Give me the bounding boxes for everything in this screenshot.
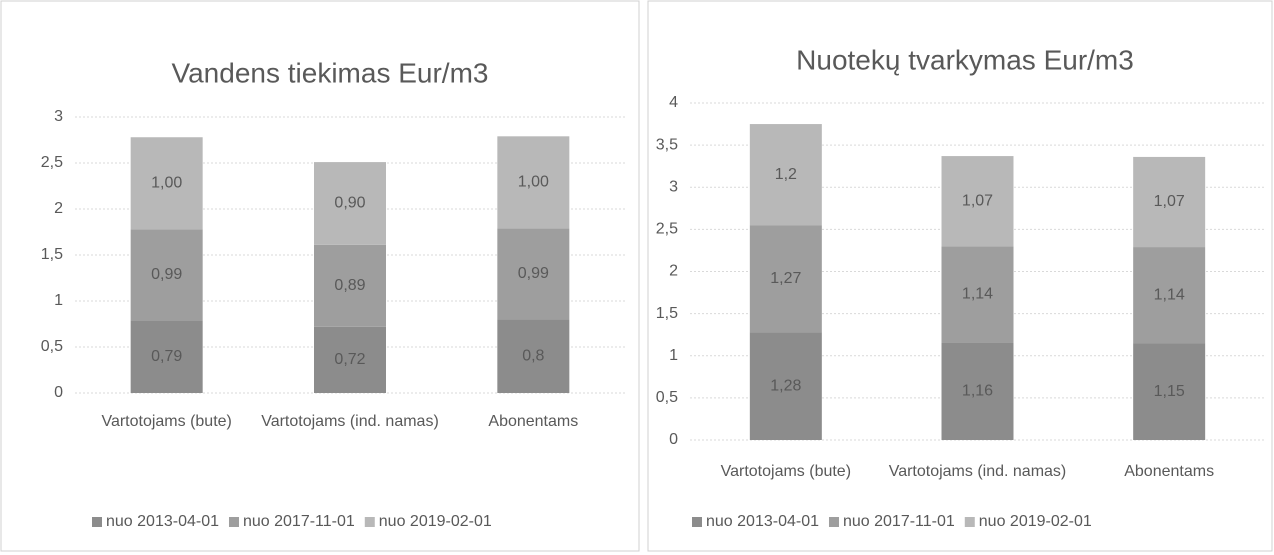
y-tick-label: 3,5 <box>656 136 678 153</box>
legend-swatch <box>92 517 102 527</box>
data-label: 1,16 <box>962 382 993 399</box>
legend-label: nuo 2019-02-01 <box>979 513 1092 530</box>
legend-label: nuo 2017-11-01 <box>843 513 955 530</box>
bar-segment <box>130 137 203 230</box>
bar-segment <box>314 326 386 393</box>
y-tick-label: 1,5 <box>656 305 678 322</box>
y-tick-label: 0 <box>54 384 63 401</box>
data-label: 0,90 <box>334 195 365 212</box>
y-tick-label: 2,5 <box>41 154 63 171</box>
bar-segment <box>749 124 822 226</box>
y-tick-label: 2 <box>669 263 678 280</box>
data-label: 1,27 <box>770 270 801 287</box>
bar-segment <box>130 229 203 321</box>
data-label: 1,15 <box>1154 383 1185 400</box>
y-tick-label: 1 <box>54 292 63 309</box>
y-tick-label: 0 <box>669 431 678 448</box>
bar-segment <box>749 332 822 440</box>
data-label: 0,89 <box>334 277 365 294</box>
legend-swatch <box>964 517 975 527</box>
bar-segment <box>1133 343 1206 440</box>
y-tick-label: 0,5 <box>656 389 678 406</box>
bar-segment <box>130 320 203 393</box>
data-label: 1,00 <box>151 174 182 191</box>
data-label: 0,8 <box>522 347 544 364</box>
chart-frame <box>647 0 1273 552</box>
y-tick-label: 4 <box>669 94 678 111</box>
bar-segment <box>941 246 1014 343</box>
bar-segment <box>497 319 570 393</box>
bar-segment <box>749 225 822 333</box>
data-label: 1,28 <box>770 377 801 394</box>
x-tick-label: Abonentams <box>1124 463 1215 480</box>
chart-frame <box>0 0 640 552</box>
legend-swatch <box>828 517 839 527</box>
y-tick-label: 3 <box>669 178 678 195</box>
data-label: 1,07 <box>1154 193 1185 210</box>
bar-segment <box>314 244 386 327</box>
x-tick-label: Vartotojams (bute) <box>720 463 852 480</box>
legend-label: nuo 2019-02-01 <box>379 513 492 530</box>
chart-title: Vandens tiekimas Eur/m3 <box>172 57 489 88</box>
data-label: 1,14 <box>1154 286 1185 303</box>
data-label: 0,79 <box>151 348 182 365</box>
data-label: 0,99 <box>518 265 549 282</box>
data-label: 0,72 <box>334 351 365 368</box>
bar-segment <box>314 162 386 245</box>
y-tick-label: 1,5 <box>41 246 63 263</box>
legend-swatch <box>228 517 239 527</box>
legend-swatch <box>692 517 702 527</box>
bar-segment <box>1133 247 1206 344</box>
x-tick-label: Vartotojams (bute) <box>101 413 232 430</box>
y-tick-label: 3 <box>54 108 63 125</box>
legend-label: nuo 2013-04-01 <box>706 513 819 530</box>
legend-label: nuo 2017-11-01 <box>243 513 355 530</box>
data-label: 1,07 <box>962 192 993 209</box>
data-label: 0,99 <box>151 266 182 283</box>
data-label: 1,14 <box>962 285 993 302</box>
x-tick-label: Vartotojams (ind. namas) <box>261 413 439 430</box>
y-tick-label: 1 <box>669 347 678 364</box>
bar-segment <box>497 228 570 320</box>
x-tick-label: Vartotojams (ind. namas) <box>888 463 1067 480</box>
y-tick-label: 2,5 <box>656 221 678 238</box>
legend-swatch <box>364 517 375 527</box>
bar-segment <box>497 136 570 229</box>
data-label: 1,00 <box>518 174 549 191</box>
legend-label: nuo 2013-04-01 <box>106 513 219 530</box>
bar-segment <box>941 342 1014 440</box>
y-tick-label: 0,5 <box>41 338 63 355</box>
bar-segment <box>1133 156 1206 248</box>
x-tick-label: Abonentams <box>488 413 579 430</box>
chart-title: Nuotekų tvarkymas Eur/m3 <box>796 44 1134 75</box>
y-tick-label: 2 <box>54 200 63 217</box>
data-label: 1,2 <box>775 166 797 183</box>
bar-segment <box>941 156 1014 247</box>
